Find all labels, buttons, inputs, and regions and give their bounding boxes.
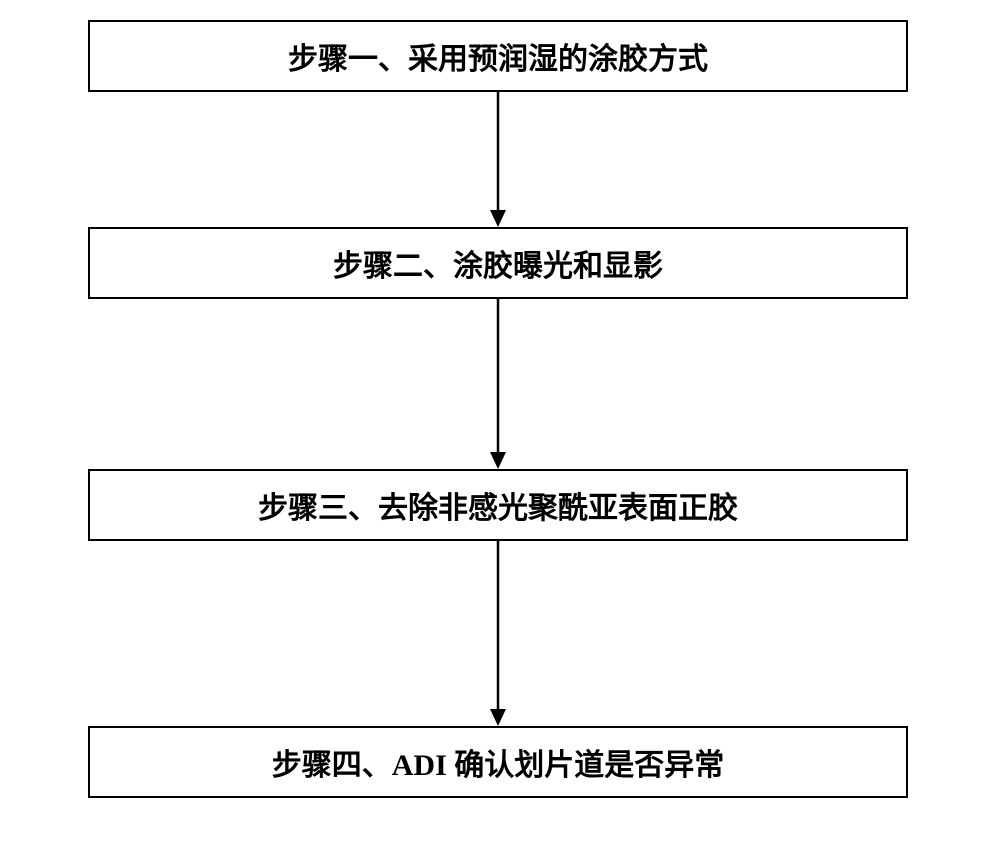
step3-label: 步骤三、去除非感光聚酰亚表面正胶 [258, 483, 738, 527]
step3-box: 步骤三、去除非感光聚酰亚表面正胶 [88, 469, 908, 541]
arrow-1-svg [483, 92, 513, 227]
step1-box: 步骤一、采用预润湿的涂胶方式 [88, 20, 908, 92]
step2-box: 步骤二、涂胶曝光和显影 [88, 227, 908, 299]
step1-label: 步骤一、采用预润湿的涂胶方式 [288, 34, 708, 78]
arrow-3-svg [483, 541, 513, 726]
arrow-2-svg [483, 299, 513, 469]
step4-box: 步骤四、ADI 确认划片道是否异常 [88, 726, 908, 798]
arrow-1 [88, 92, 908, 227]
step4-label: 步骤四、ADI 确认划片道是否异常 [272, 740, 725, 784]
arrow-2 [88, 299, 908, 469]
flowchart-container: 步骤一、采用预润湿的涂胶方式 步骤二、涂胶曝光和显影 步骤三、去除非感光聚酰亚表… [88, 20, 908, 798]
arrow-3 [88, 541, 908, 726]
step2-label: 步骤二、涂胶曝光和显影 [333, 241, 663, 285]
